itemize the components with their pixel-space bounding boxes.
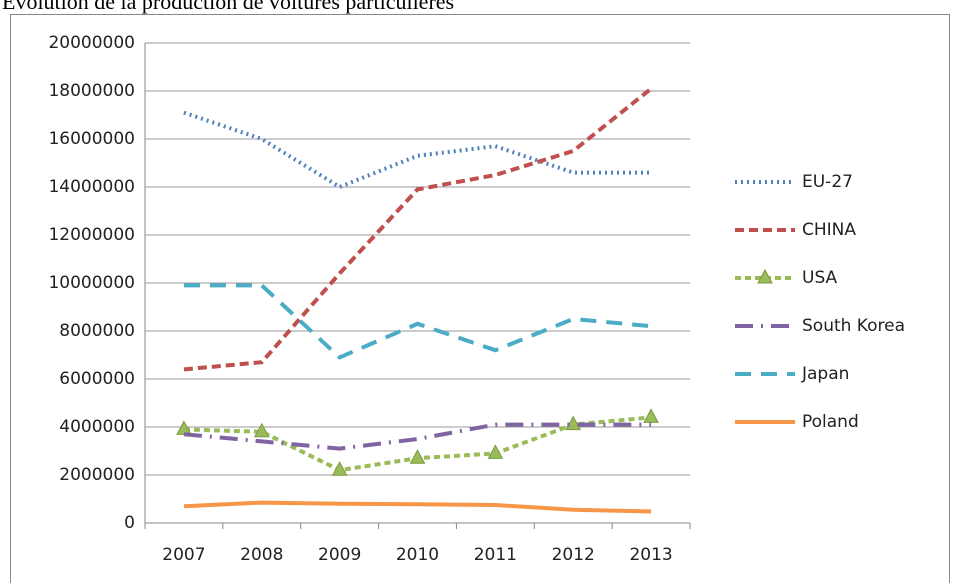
x-tick-label: 2012 xyxy=(552,545,595,565)
legend-label: CHINA xyxy=(802,220,856,240)
chart-title: Évolution de la production de voitures p… xyxy=(2,0,454,14)
legend-label: USA xyxy=(802,268,838,288)
y-tick-label: 16000000 xyxy=(48,129,135,149)
chart-frame xyxy=(10,14,950,583)
y-tick-label: 0 xyxy=(124,513,135,533)
y-tick-label: 4000000 xyxy=(59,417,135,437)
x-tick-label: 2008 xyxy=(240,545,283,565)
y-tick-label: 14000000 xyxy=(48,177,135,197)
y-tick-label: 18000000 xyxy=(48,81,135,101)
y-tick-label: 6000000 xyxy=(59,369,135,389)
y-tick-label: 12000000 xyxy=(48,225,135,245)
point-marker xyxy=(643,408,659,423)
point-marker xyxy=(487,444,504,459)
series-line xyxy=(183,283,652,360)
point-marker xyxy=(565,415,582,431)
point-marker xyxy=(253,422,270,438)
x-tick-label: 2010 xyxy=(396,545,439,565)
x-tick-label: 2011 xyxy=(474,545,517,565)
y-tick-label: 2000000 xyxy=(59,465,135,485)
series-line xyxy=(183,422,652,451)
y-tick-label: 20000000 xyxy=(48,33,135,53)
legend-label: Poland xyxy=(802,412,859,432)
series-line xyxy=(183,500,652,514)
point-marker xyxy=(409,449,426,464)
x-tick-label: 2009 xyxy=(318,545,361,565)
legend-label: EU-27 xyxy=(802,172,853,192)
x-tick-label: 2007 xyxy=(162,545,205,565)
legend-marker xyxy=(757,268,773,284)
legend-label: Japan xyxy=(801,364,849,384)
point-marker xyxy=(331,461,348,476)
legend-label: South Korea xyxy=(802,316,905,336)
x-tick-label: 2013 xyxy=(629,545,672,565)
series-line xyxy=(183,87,653,372)
y-tick-label: 8000000 xyxy=(59,321,135,341)
y-tick-label: 10000000 xyxy=(48,273,135,293)
